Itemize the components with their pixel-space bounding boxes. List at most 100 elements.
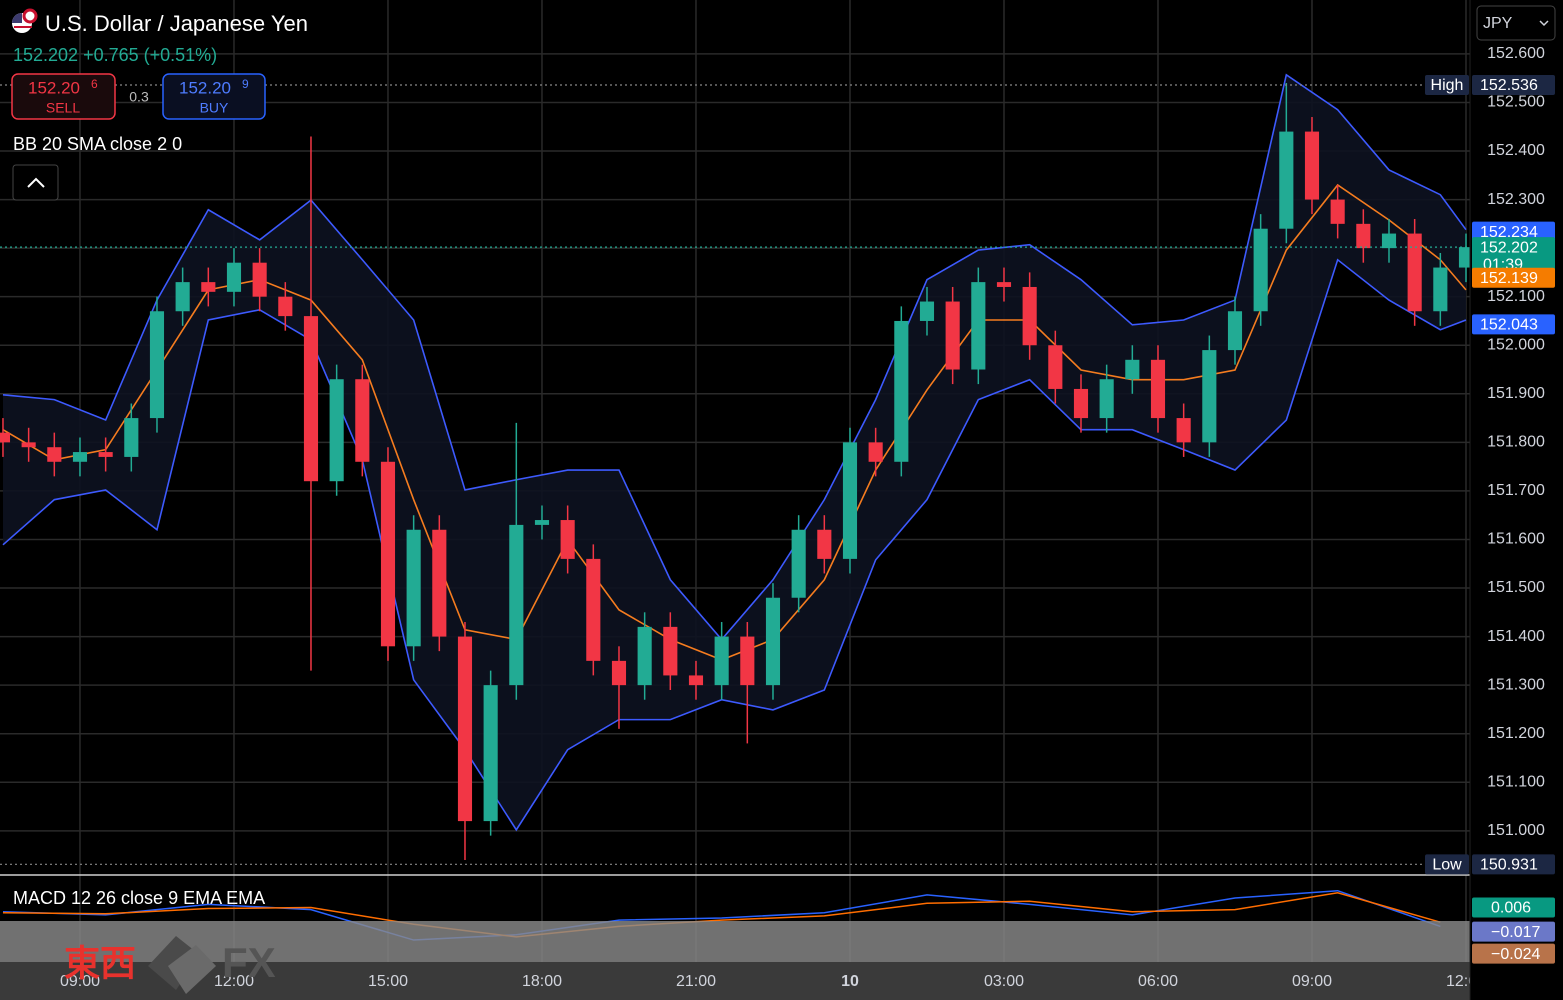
candle-body — [124, 418, 139, 457]
y-tick-label: 152.600 — [1487, 45, 1545, 62]
indicator-label: BB 20 SMA close 2 0 — [13, 134, 182, 154]
macd-tag-label: 0.006 — [1491, 900, 1531, 917]
sell-box[interactable] — [11, 73, 116, 120]
collapse-box[interactable] — [12, 164, 59, 201]
candle-body — [688, 675, 704, 686]
watermark: 東西 FX — [64, 936, 276, 994]
y-tick-label: 151.300 — [1487, 676, 1545, 693]
y-tick-label: 151.500 — [1487, 579, 1545, 596]
band-fill — [2, 74, 1466, 830]
macd-tag — [1472, 943, 1555, 964]
candle-body — [1176, 418, 1191, 443]
candle-body — [817, 529, 832, 559]
price-tag — [1472, 267, 1555, 288]
candle-body — [432, 529, 447, 637]
candle-body — [278, 296, 293, 317]
price-tag-value: 152.043 — [1480, 317, 1538, 334]
candle-body — [1022, 286, 1037, 346]
time-axis-bg — [0, 962, 1470, 1000]
candle-body — [1381, 233, 1397, 249]
candle-body — [483, 685, 498, 822]
macd-title: MACD 12 26 close 9 EMA EMA — [13, 888, 265, 908]
candle-body — [457, 636, 473, 822]
candle-body — [380, 461, 396, 647]
price-tag-label: High — [1431, 77, 1464, 94]
time-axis: 09:00 12:00 15:00 18:00 21:00 10 03:00 06:00 09:… — [0, 921, 1486, 1000]
candle-body — [1048, 345, 1063, 389]
price-tag-label: Low — [1432, 857, 1462, 874]
candle-body — [303, 316, 319, 482]
x-tick-label: 12:00 — [214, 973, 254, 990]
y-tick-label: 151.900 — [1487, 385, 1545, 402]
y-tick-label: 152.100 — [1487, 288, 1545, 305]
candle-body — [611, 660, 627, 686]
y-tick-label: 152.000 — [1487, 336, 1545, 353]
price-tag — [1472, 221, 1555, 242]
x-tick-label: 03:00 — [984, 973, 1024, 990]
y-tick-label: 152.300 — [1487, 191, 1545, 208]
header: U.S. Dollar / Japanese Yen 152.202 +0.76… — [11, 5, 1556, 201]
price-tags: 152.536High152.234152.20201:39152.139152… — [1425, 74, 1555, 964]
candle-body — [842, 442, 858, 559]
macd-tag-label: −0.024 — [1491, 946, 1540, 963]
chevron-icon — [1539, 20, 1549, 27]
buy-price: 152.20 — [179, 78, 231, 97]
sell-pip: 6 — [91, 77, 98, 91]
candle-body — [1356, 223, 1371, 249]
collapse-button[interactable] — [12, 164, 59, 201]
candle-body — [560, 520, 575, 559]
macd-line — [2, 889, 1441, 941]
currency-select[interactable]: JPY — [1476, 5, 1556, 41]
candle-body — [226, 262, 242, 292]
x-tick-label: 21:00 — [676, 973, 716, 990]
candle-body — [1433, 267, 1448, 312]
macd-tag — [1472, 921, 1555, 942]
buy-pip: 9 — [242, 77, 249, 91]
candle-body — [740, 636, 755, 686]
watermark-logo — [168, 945, 216, 994]
price-tag — [1472, 314, 1555, 335]
overlay — [0, 921, 1470, 962]
candle-body — [47, 447, 62, 462]
price-axis-bg — [1470, 0, 1563, 1000]
y-tick-label: 151.100 — [1487, 773, 1545, 790]
candle-body — [72, 452, 88, 462]
watermark-text: FX — [222, 939, 276, 986]
sell-button[interactable]: 152.20 6 SELL — [11, 73, 116, 120]
price-axis: 151.000 151.100 151.200 151.300 151.400 151.5… — [1469, 0, 1563, 1000]
price-tag — [1472, 854, 1555, 875]
price-tag — [1472, 74, 1555, 95]
currency-label: JPY — [1483, 15, 1513, 32]
macd-line — [2, 892, 1441, 938]
buy-box[interactable] — [162, 73, 266, 120]
quote: 152.202 +0.765 (+0.51%) — [13, 45, 217, 65]
price-tag-value: 152.536 — [1480, 77, 1538, 94]
candle-body — [765, 597, 781, 686]
candle-body — [1227, 311, 1243, 351]
watermark-kanji: 東西 — [64, 943, 136, 984]
spread: 0.3 — [129, 89, 149, 105]
candle-body — [663, 626, 678, 676]
candle-body — [1202, 350, 1217, 443]
macd-pane: MACD 12 26 close 9 EMA EMA — [0, 874, 1470, 941]
flag-icon — [22, 8, 38, 24]
candle-body — [1150, 359, 1166, 419]
candle-body — [149, 311, 165, 419]
price-tag-label-box — [1425, 74, 1469, 95]
currency-box[interactable] — [1476, 5, 1556, 41]
price-tag-value: 152.202 — [1480, 239, 1538, 256]
price-tag-value: 150.931 — [1480, 857, 1538, 874]
candle-body — [21, 442, 36, 448]
x-tick-label: 06:00 — [1138, 973, 1178, 990]
x-tick-label: 15:00 — [368, 973, 408, 990]
candle-body — [406, 529, 421, 647]
y-tick-label: 151.600 — [1487, 531, 1545, 548]
sell-label: SELL — [46, 100, 80, 116]
candle-body — [355, 379, 370, 462]
price-tag — [1472, 237, 1555, 276]
macd-tag-label: −0.017 — [1491, 924, 1540, 941]
candle-body — [945, 301, 960, 370]
buy-button[interactable]: 152.20 9 BUY — [162, 73, 266, 120]
